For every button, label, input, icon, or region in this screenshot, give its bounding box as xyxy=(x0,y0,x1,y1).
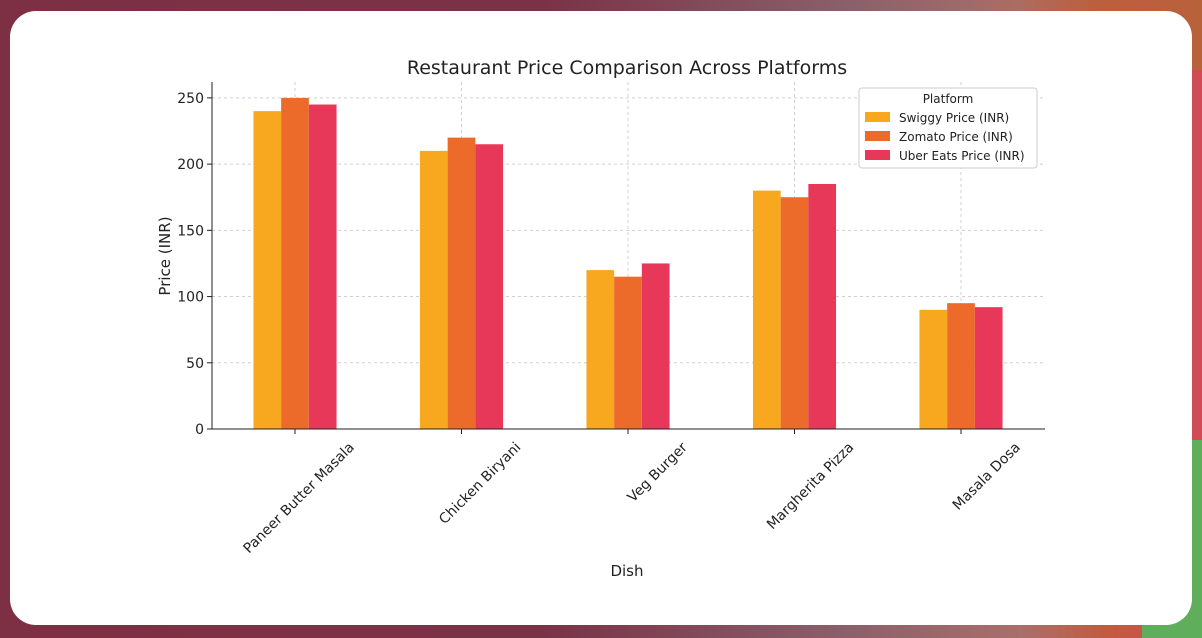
chart-title: Restaurant Price Comparison Across Platf… xyxy=(407,57,847,79)
bar-3-4 xyxy=(808,183,837,429)
y-tick-label: 150 xyxy=(177,223,204,239)
y-tick-label: 200 xyxy=(177,157,204,173)
y-ticks: 0 50 100 150 200 250 xyxy=(177,91,212,438)
y-tick-label: 50 xyxy=(186,356,204,372)
bars xyxy=(253,97,1003,430)
y-tick-label: 100 xyxy=(177,290,204,306)
bar-2-3 xyxy=(614,276,642,429)
bar-2-2 xyxy=(447,137,476,429)
x-tick-label: Chicken Biryani xyxy=(436,440,524,528)
bar-2-5 xyxy=(947,303,975,429)
bar-3-3 xyxy=(641,263,670,429)
legend: Platform Swiggy Price (INR) Zomato Price … xyxy=(858,87,1038,169)
y-axis-label: Price (INR) xyxy=(156,216,174,295)
bar-1-2 xyxy=(419,150,448,429)
bar-3-2 xyxy=(475,144,504,429)
bar-1-1 xyxy=(253,111,282,430)
bar-2-4 xyxy=(780,197,809,429)
x-tick-label: Masala Dosa xyxy=(950,440,1024,514)
legend-label: Zomato Price (INR) xyxy=(899,130,1013,144)
legend-swatch xyxy=(865,131,890,141)
bar-3-1 xyxy=(308,104,337,430)
bar-3-5 xyxy=(974,307,1003,429)
legend-label: Uber Eats Price (INR) xyxy=(899,149,1025,163)
x-tick-label: Veg Burger xyxy=(625,439,691,505)
bar-1-4 xyxy=(752,190,781,429)
x-tick-label: Margherita Pizza xyxy=(764,440,857,533)
legend-box xyxy=(858,87,1038,169)
legend-swatch xyxy=(865,150,890,160)
x-axis-label: Dish xyxy=(610,562,643,580)
x-ticks: Paneer Butter Masala Chicken Biryani Veg B… xyxy=(240,429,1024,557)
bar-1-5 xyxy=(919,309,948,429)
bar-2-1 xyxy=(281,97,309,429)
legend-title: Platform xyxy=(923,92,974,106)
bar-1-3 xyxy=(586,270,615,429)
y-tick-label: 250 xyxy=(177,91,204,107)
x-tick-label: Paneer Butter Masala xyxy=(240,440,357,557)
y-tick-label: 0 xyxy=(195,422,204,438)
legend-label: Swiggy Price (INR) xyxy=(899,111,1009,125)
legend-swatch xyxy=(865,112,890,122)
